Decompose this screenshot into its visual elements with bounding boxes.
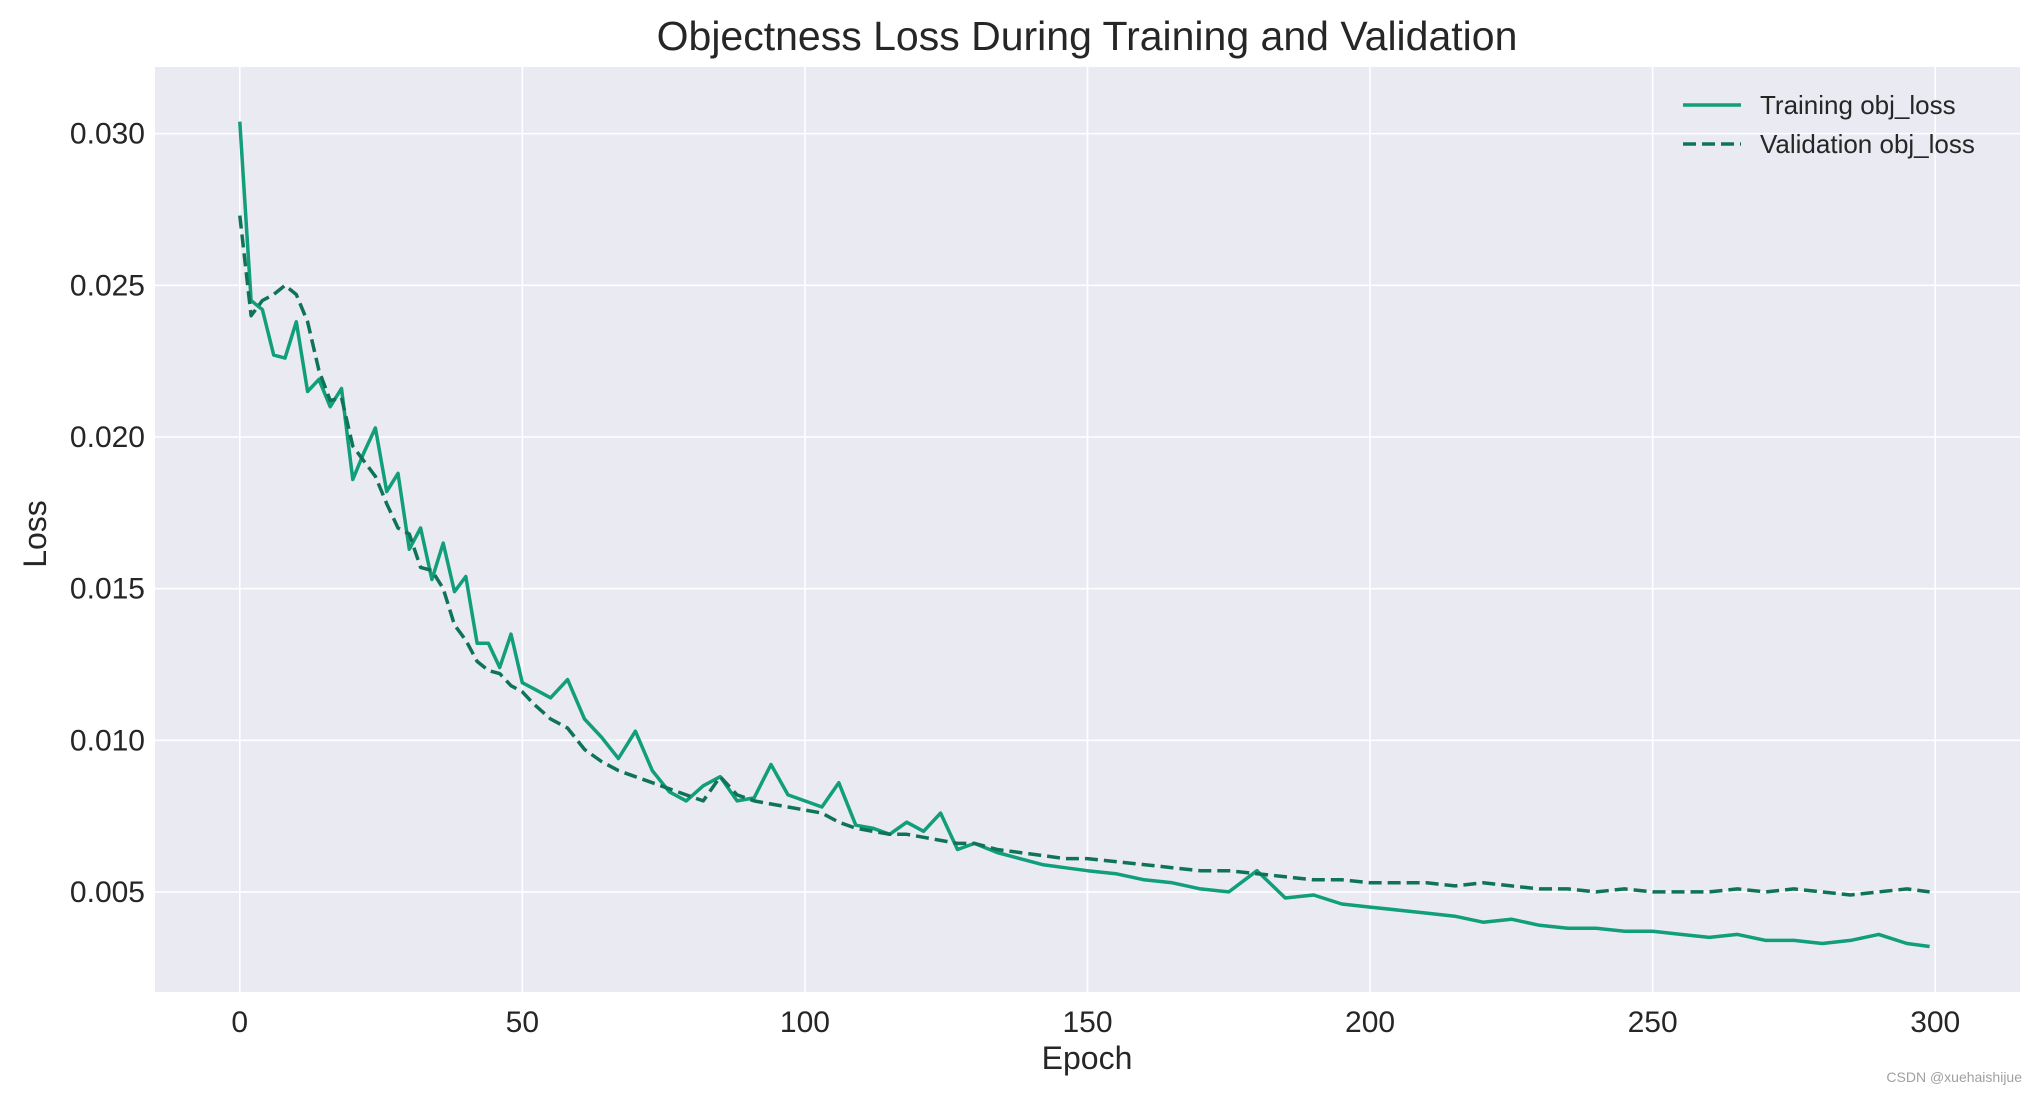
x-axis-label: Epoch	[1042, 1040, 1133, 1076]
y-tick-label: 0.030	[70, 118, 145, 151]
y-tick-label: 0.025	[70, 269, 145, 302]
watermark: CSDN @xuehaishijue	[1886, 1069, 2022, 1085]
grid	[155, 67, 2020, 992]
legend-label-validation: Validation obj_loss	[1760, 129, 1975, 159]
legend: Training obj_loss Validation obj_loss	[1683, 90, 1975, 159]
series-lines	[238, 121, 1930, 949]
y-tick-label: 0.015	[70, 573, 145, 606]
x-tick-label: 150	[1062, 1006, 1112, 1039]
y-tick-label: 0.005	[70, 876, 145, 909]
y-tick-labels: 0.005 0.010 0.015 0.020 0.025 0.030	[70, 118, 145, 909]
validation-obj-loss-line	[238, 215, 1930, 897]
x-tick-label: 0	[231, 1006, 248, 1039]
x-tick-labels: 0 50 100 150 200 250 300	[231, 1006, 1960, 1039]
x-tick-label: 100	[780, 1006, 830, 1039]
x-tick-label: 250	[1628, 1006, 1678, 1039]
y-tick-label: 0.020	[70, 421, 145, 454]
y-tick-label: 0.010	[70, 724, 145, 757]
training-obj-loss-line	[238, 121, 1930, 949]
chart-title: Objectness Loss During Training and Vali…	[657, 13, 1518, 59]
x-tick-label: 200	[1345, 1006, 1395, 1039]
legend-label-training: Training obj_loss	[1760, 90, 1956, 120]
x-tick-label: 300	[1910, 1006, 1960, 1039]
x-tick-label: 50	[506, 1006, 539, 1039]
y-axis-label: Loss	[17, 500, 53, 568]
